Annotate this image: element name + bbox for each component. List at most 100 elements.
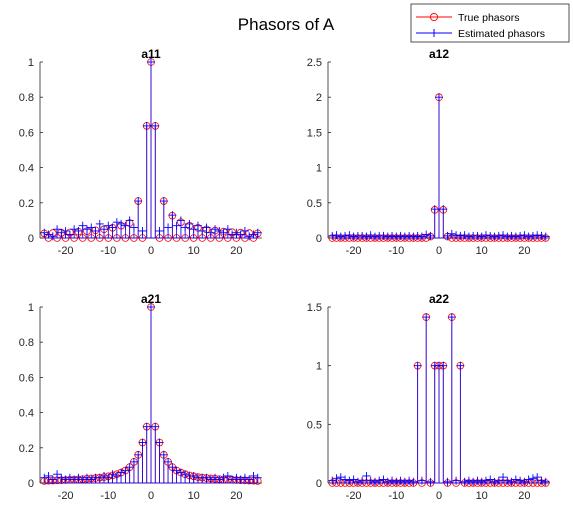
estimated-phasor-marker <box>447 229 456 238</box>
subplot-title: a11 <box>141 47 161 61</box>
estimated-phasor-marker <box>57 228 66 237</box>
estimated-phasor-marker <box>370 477 379 486</box>
estimated-phasor-marker <box>228 230 237 239</box>
estimated-phasor-marker <box>108 470 117 479</box>
estimated-phasor-marker <box>494 231 503 240</box>
estimated-phasor-marker <box>40 473 49 482</box>
estimated-phasor-marker <box>362 232 371 241</box>
estimated-phasor-marker <box>413 361 422 370</box>
estimated-phasor-marker <box>362 471 371 480</box>
estimated-phasor-marker <box>477 477 486 486</box>
estimated-phasor-marker <box>151 121 160 130</box>
estimated-phasor-marker <box>396 231 405 240</box>
estimated-phasor-marker <box>100 225 109 234</box>
subplot-title: a22 <box>429 292 449 306</box>
estimated-phasor-marker <box>481 231 490 240</box>
y-tick-label: 0.8 <box>19 92 34 104</box>
estimated-phasor-marker <box>112 218 121 227</box>
estimated-phasor-marker <box>236 230 245 239</box>
estimated-phasor-marker <box>211 473 220 482</box>
y-tick-label: 1 <box>316 361 322 373</box>
estimated-phasor-marker <box>61 226 70 235</box>
estimated-phasor-marker <box>164 457 173 466</box>
x-tick-label: 10 <box>188 490 200 502</box>
estimated-phasor-marker <box>202 473 211 482</box>
estimated-phasor-marker <box>507 477 516 486</box>
estimated-phasor-marker <box>87 223 96 232</box>
y-tick-label: 0.5 <box>307 198 322 210</box>
estimated-phasor-marker <box>366 231 375 240</box>
estimated-phasor-marker <box>417 476 426 485</box>
estimated-phasor-marker <box>366 476 375 485</box>
estimated-phasor-marker <box>460 231 469 240</box>
estimated-phasor-marker <box>253 228 262 237</box>
estimated-phasor-marker <box>379 231 388 240</box>
estimated-phasor-marker <box>70 475 79 484</box>
estimated-phasor-marker <box>537 231 546 240</box>
estimated-phasors-series <box>40 303 262 484</box>
estimated-phasor-marker <box>129 457 138 466</box>
estimated-phasor-marker <box>100 471 109 480</box>
estimated-phasor-marker <box>44 230 53 239</box>
estimated-phasor-marker <box>490 232 499 241</box>
y-tick-label: 0 <box>28 478 34 490</box>
estimated-phasor-marker <box>87 475 96 484</box>
estimated-phasor-marker <box>159 450 168 459</box>
estimated-phasor-marker <box>112 471 121 480</box>
estimated-phasor-marker <box>189 471 198 480</box>
estimated-phasor-marker <box>74 473 83 482</box>
estimated-phasor-marker <box>82 225 91 234</box>
estimated-phasor-marker <box>104 473 113 482</box>
estimated-phasor-marker <box>48 232 57 241</box>
y-tick-label: 1.5 <box>307 127 322 139</box>
estimated-phasor-marker <box>503 476 512 485</box>
estimated-phasor-marker <box>503 232 512 241</box>
x-tick-label: 10 <box>476 245 488 257</box>
estimated-phasor-marker <box>490 477 499 486</box>
estimated-phasor-marker <box>147 303 155 311</box>
estimated-phasor-marker <box>117 468 126 477</box>
estimated-phasor-marker <box>249 471 258 480</box>
estimated-phasor-marker <box>358 231 367 240</box>
estimated-phasor-marker <box>464 476 473 485</box>
x-tick-label: -10 <box>388 490 404 502</box>
estimated-phasor-marker <box>520 477 529 486</box>
estimated-phasor-marker <box>232 473 241 482</box>
estimated-phasor-marker <box>215 475 224 484</box>
estimated-phasor-marker <box>121 466 130 475</box>
estimated-phasor-marker <box>469 477 478 486</box>
estimated-phasor-marker <box>383 232 392 241</box>
estimated-phasor-marker <box>477 232 486 241</box>
x-tick-label: 0 <box>436 245 442 257</box>
estimated-phasor-marker <box>125 463 134 472</box>
estimated-phasor-marker <box>524 232 533 241</box>
estimated-phasor-marker <box>524 475 533 484</box>
estimated-phasor-marker <box>417 232 426 241</box>
x-tick-label: 20 <box>230 245 242 257</box>
estimated-phasor-marker <box>332 231 341 240</box>
estimated-phasor-marker <box>456 231 465 240</box>
legend-box <box>410 3 570 43</box>
estimated-phasor-marker <box>528 231 537 240</box>
estimated-phasor-marker <box>332 474 341 483</box>
estimated-phasor-marker <box>193 221 202 230</box>
estimated-phasor-marker <box>409 477 418 486</box>
y-tick-label: 1.5 <box>307 302 322 314</box>
estimated-phasor-marker <box>232 228 241 237</box>
legend: True phasors Estimated phasors <box>410 3 570 43</box>
estimated-phasor-marker <box>375 476 384 485</box>
legend-plus-marker <box>430 29 438 37</box>
estimated-phasor-marker <box>78 475 87 484</box>
estimated-phasor-marker <box>341 475 350 484</box>
estimated-phasor-marker <box>223 225 232 234</box>
estimated-phasor-marker <box>447 313 456 322</box>
x-tick-label: 0 <box>148 490 154 502</box>
estimated-phasor-marker <box>147 58 155 66</box>
estimated-phasor-marker <box>341 231 350 240</box>
subplot-a12: a12 0 0.5 1 1.5 2 2.5 -20 -10 0 10 20 <box>307 47 550 257</box>
estimated-phasor-marker <box>481 476 490 485</box>
y-tick-label: 0.4 <box>19 163 34 175</box>
x-tick-label: -10 <box>100 490 116 502</box>
estimated-phasor-marker <box>516 476 525 485</box>
